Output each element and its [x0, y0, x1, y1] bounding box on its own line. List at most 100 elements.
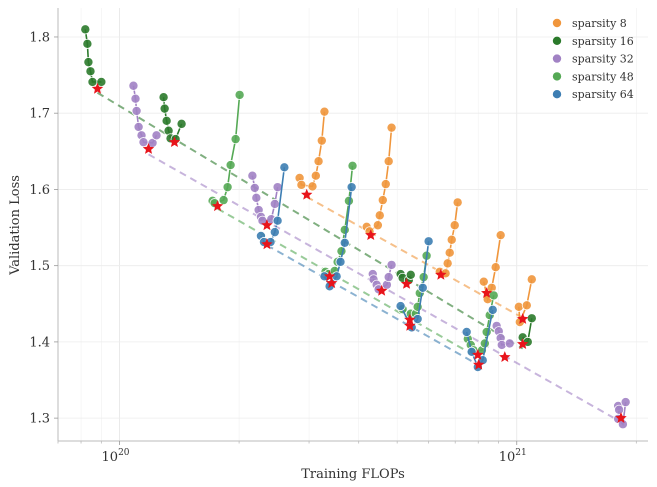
sweep [361, 122, 397, 237]
data-point [339, 224, 350, 235]
data-point [395, 301, 406, 312]
optimum-star-marker [365, 229, 377, 240]
data-point [513, 301, 524, 312]
sweep [491, 320, 515, 350]
data-point [159, 103, 170, 114]
legend-marker [552, 35, 563, 46]
data-point [251, 192, 262, 203]
data-point [249, 182, 260, 193]
data-point [85, 66, 96, 77]
series-sparsity-8 [294, 106, 537, 328]
data-point [158, 92, 169, 103]
legend-label: sparsity 8 [572, 17, 627, 30]
legend-label: sparsity 16 [572, 35, 634, 48]
data-point [82, 38, 93, 49]
legend-marker [552, 17, 563, 28]
data-point [96, 76, 107, 87]
data-point [417, 282, 428, 293]
optimum-star-marker [326, 277, 338, 289]
data-point [452, 197, 463, 208]
optimum-star-marker [517, 338, 529, 349]
optimum-star-marker [376, 284, 388, 296]
data-point [269, 198, 280, 209]
data-point [335, 256, 346, 267]
data-point [490, 262, 501, 273]
optimum-star-marker [404, 313, 416, 325]
data-point [521, 300, 532, 311]
legend-label: sparsity 32 [572, 53, 634, 66]
axes [57, 8, 648, 442]
x-tick-base: 10 [499, 450, 516, 465]
data-point [487, 304, 498, 315]
optimum-star-marker [435, 268, 447, 280]
data-point [347, 160, 358, 171]
y-axis-label: Validation Loss [8, 175, 23, 276]
optimum-star-marker [168, 136, 181, 147]
sweep [613, 397, 631, 430]
data-point [133, 121, 144, 132]
legend-label: sparsity 48 [572, 70, 634, 83]
x-tick-label: 1020 [102, 448, 130, 465]
data-point [481, 326, 492, 337]
x-tick-label: 1021 [499, 448, 527, 465]
optimum-star-marker [142, 143, 155, 154]
optimum-star-marker [211, 200, 224, 212]
optimum-star-marker [400, 278, 413, 289]
data-point [161, 115, 172, 126]
legend-label: sparsity 64 [572, 88, 634, 101]
data-point [225, 160, 236, 171]
data-point [87, 76, 98, 87]
y-tick-label: 1.8 [29, 30, 50, 45]
optimum-star-marker [91, 82, 104, 94]
series-sparsity-32 [128, 80, 631, 430]
data-point [296, 179, 307, 190]
y-tick-label: 1.4 [29, 335, 50, 350]
series-sparsity-16 [80, 24, 537, 347]
legend-marker [552, 89, 563, 100]
sweep [207, 89, 245, 209]
data-point [230, 134, 241, 145]
legend-item: sparsity 16 [552, 35, 634, 48]
data-point [526, 274, 537, 285]
data-point [442, 258, 453, 269]
data-point [247, 170, 258, 181]
optimum-star-marker [517, 313, 529, 324]
sweep [513, 274, 537, 328]
data-point [478, 276, 489, 287]
data-point [310, 170, 321, 181]
data-point [151, 130, 162, 141]
data-point [222, 182, 233, 193]
data-point [495, 230, 506, 241]
data-point [372, 220, 383, 231]
data-point [131, 105, 142, 116]
data-point [444, 247, 455, 258]
fit-line-sparsity-64 [266, 244, 480, 366]
series-sparsity-64 [255, 162, 498, 373]
optimum-star-marker [473, 358, 485, 370]
x-ticks: 1020 1021 [102, 441, 527, 465]
sweep-series [80, 24, 631, 430]
data-point [128, 80, 139, 91]
data-point [386, 122, 397, 133]
y-tick-label: 1.5 [29, 259, 50, 274]
data-point [307, 181, 318, 192]
data-point [526, 313, 537, 324]
x-tick-exponent: 20 [118, 448, 130, 458]
optimum-star-marker [499, 351, 511, 362]
legend-marker [552, 53, 563, 64]
data-point [423, 236, 434, 247]
data-point [80, 24, 91, 35]
sweep-line [518, 279, 533, 323]
data-point [377, 195, 388, 206]
fit-line-sparsity-16 [96, 91, 524, 350]
data-point [218, 195, 229, 206]
y-ticks: 1.3 1.4 1.5 1.6 1.7 1.8 [29, 30, 58, 427]
data-point [504, 338, 515, 349]
sweep [255, 162, 290, 248]
data-point [339, 237, 350, 248]
data-point [380, 179, 391, 190]
data-point [346, 182, 357, 193]
y-tick-label: 1.3 [29, 412, 50, 427]
legend-item: sparsity 8 [552, 17, 627, 30]
